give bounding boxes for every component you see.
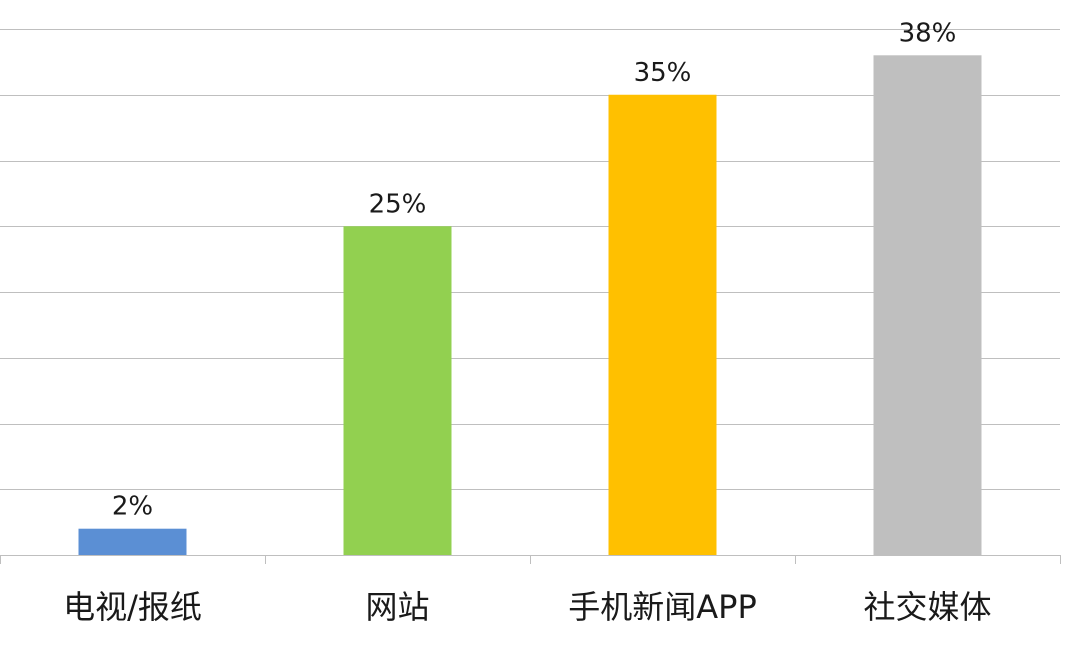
gridlines <box>0 29 1060 490</box>
data-label: 38% <box>899 18 957 48</box>
x-axis <box>0 555 1061 564</box>
bar <box>78 528 187 555</box>
data-label: 25% <box>369 189 427 219</box>
data-label: 2% <box>112 492 153 522</box>
bar <box>608 94 717 555</box>
bars <box>78 55 982 556</box>
category-label: 手机新闻APP <box>568 588 757 626</box>
category-label: 社交媒体 <box>863 588 991 626</box>
data-label: 35% <box>634 58 692 88</box>
category-labels: 电视/报纸 网站 手机新闻APP 社交媒体 <box>63 588 991 626</box>
bar <box>873 55 982 556</box>
category-label: 网站 <box>365 588 429 626</box>
category-label: 电视/报纸 <box>63 588 202 626</box>
data-labels: 2% 25% 35% 38% <box>112 18 957 521</box>
bar <box>343 226 452 555</box>
